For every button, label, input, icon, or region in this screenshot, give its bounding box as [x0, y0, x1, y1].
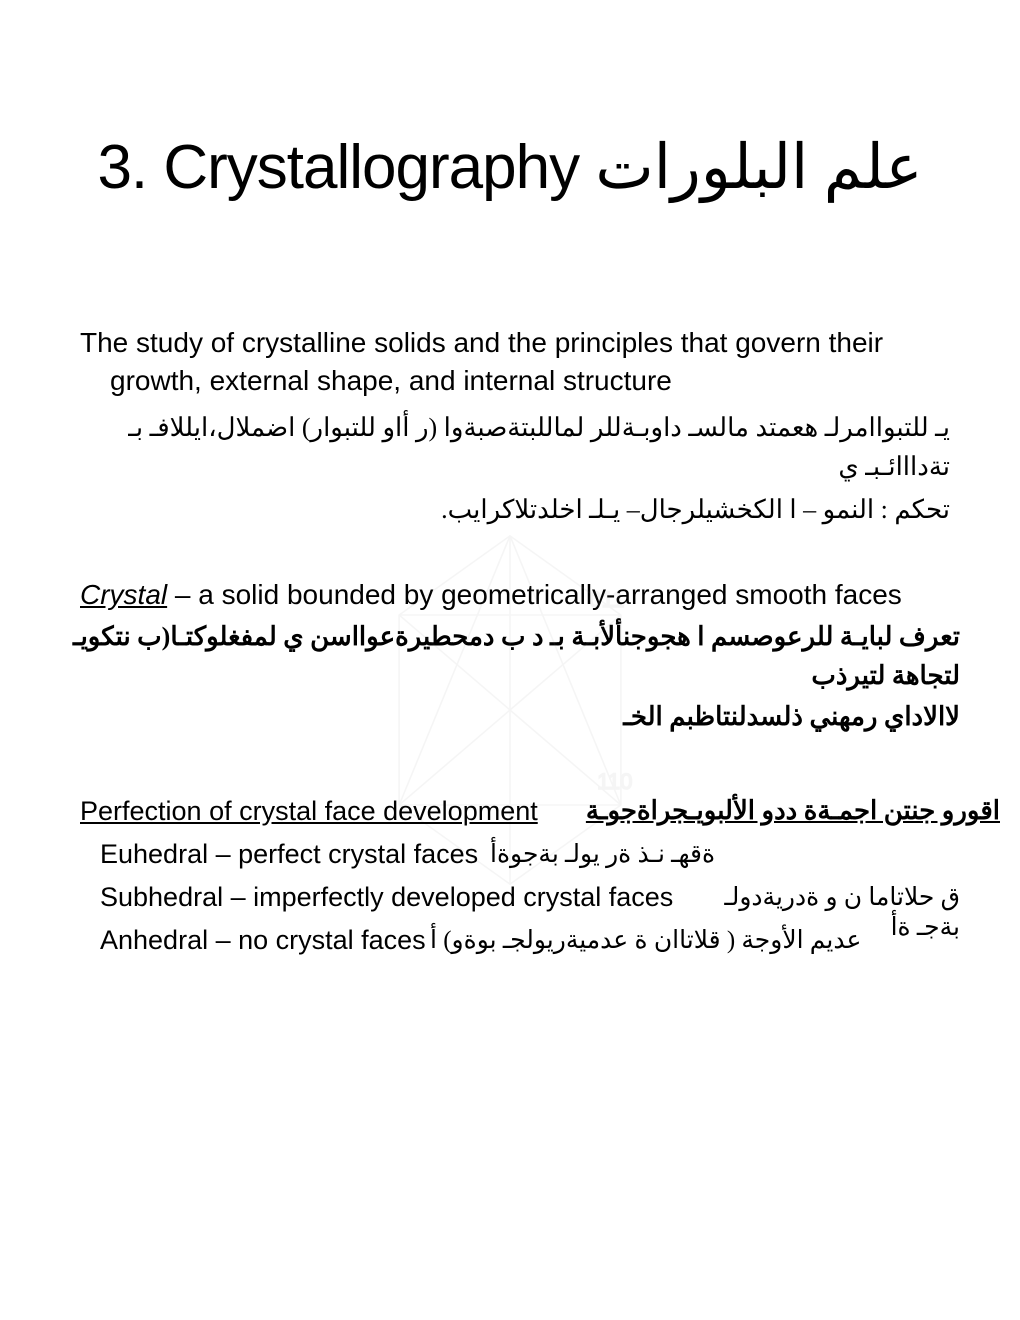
title-english: 3. Crystallography	[97, 133, 579, 202]
svg-text:110: 110	[597, 769, 632, 794]
crystal-arabic-2: لاالاداي رمهني ذلسدلنتاظبم الخـ	[60, 697, 960, 736]
perfection-header-ar: اقورو جنتن اجمـةة ددو الألبويـجراةجوـة	[586, 796, 1000, 826]
subhedral-en: Subhedral – imperfectly developed crysta…	[100, 882, 673, 912]
list-item-euhedral: Euhedral – perfect crystal faces ةقهـ نـ…	[60, 839, 960, 870]
crystal-definition: Crystal – a solid bounded by geometrical…	[60, 579, 960, 611]
list-item-subhedral: Subhedral – imperfectly developed crysta…	[60, 882, 960, 913]
intro-arabic-1: يـ للتبواامرلـ هعمتد مالسـ داوبـةللر لما…	[60, 408, 960, 486]
intro-arabic-2: تحكم : النمو – ا الكخشيلرجال– يـلـ اخلدت…	[60, 490, 960, 529]
page-title: 3. Crystallography علم البلورات	[60, 130, 960, 204]
anhedral-ar: عديم الأوجة ( قلاتاان ة عدميةريولجـ بوةو…	[430, 925, 861, 955]
crystal-term: Crystal	[80, 579, 167, 610]
perfection-header: Perfection of crystal face development ا…	[60, 796, 960, 827]
intro-english: The study of crystalline solids and the …	[60, 324, 960, 400]
crystal-def-text: – a solid bounded by geometrically-arran…	[167, 579, 902, 610]
anhedral-en: Anhedral – no crystal faces	[100, 925, 426, 955]
euhedral-ar: ةقهـ نـذ ةر يولـ بةجوةأ	[490, 839, 715, 869]
title-arabic: علم البلورات	[595, 134, 922, 202]
crystal-arabic-1: تعرف لبايـة للرعوصسم ا هجوجنألأبـة بـ د …	[60, 617, 960, 695]
euhedral-en: Euhedral – perfect crystal faces	[100, 839, 478, 869]
list-item-anhedral: Anhedral – no crystal faces عديم الأوجة …	[60, 925, 960, 956]
perfection-header-en: Perfection of crystal face development	[80, 796, 538, 826]
